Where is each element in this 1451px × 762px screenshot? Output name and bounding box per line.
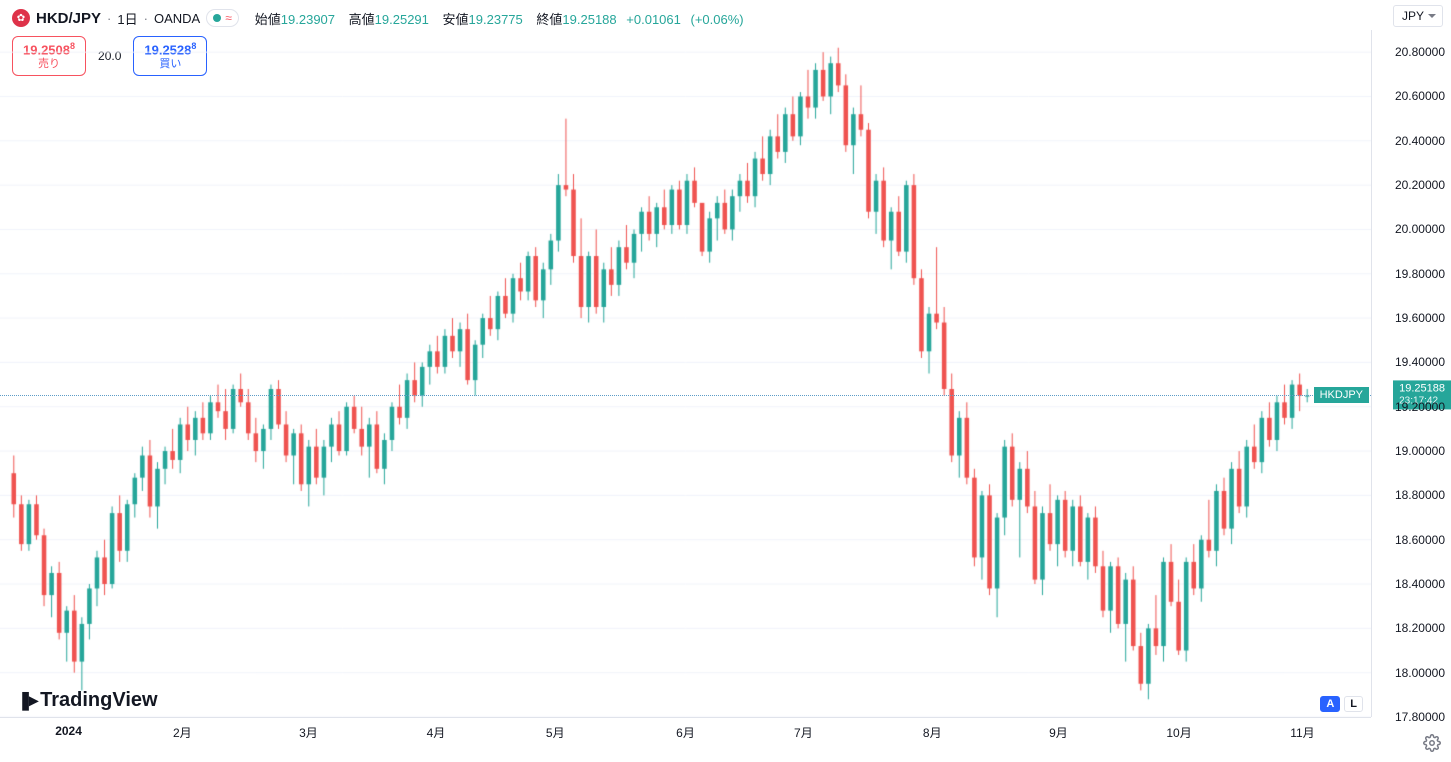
separator: ·: [144, 11, 148, 26]
separator: ·: [107, 11, 111, 26]
symbol-price-tag: HKDJPY: [1314, 387, 1369, 403]
current-price-line: [0, 395, 1371, 396]
symbol-icon: ✿: [12, 9, 30, 27]
chart-header: ✿ HKD/JPY · 1日 · OANDA ≈ 始値19.23907 高値19…: [12, 8, 1361, 28]
interval[interactable]: 1日: [117, 9, 137, 28]
market-status: ≈: [206, 9, 239, 27]
provider: OANDA: [154, 11, 200, 26]
currency-selector[interactable]: JPY: [1393, 5, 1443, 27]
time-axis[interactable]: 20242月3月4月5月6月7月8月9月10月11月: [0, 717, 1371, 762]
chart-canvas-area[interactable]: HKDJPY: [0, 30, 1371, 717]
scale-toggles: A L: [1320, 696, 1363, 712]
ohlc-display: 始値19.23907 高値19.25291 安値19.23775 終値19.25…: [245, 9, 744, 28]
symbol-name[interactable]: HKD/JPY: [36, 10, 101, 27]
status-dot-icon: [213, 14, 221, 22]
price-axis[interactable]: 19.25188 23:17:42 17.8000018.0000018.200…: [1371, 30, 1451, 717]
log-scale-toggle[interactable]: L: [1344, 696, 1363, 712]
settings-icon[interactable]: [1423, 734, 1441, 752]
logo-icon: ❚▸: [18, 690, 34, 711]
auto-scale-toggle[interactable]: A: [1320, 696, 1340, 712]
status-wave-icon: ≈: [225, 11, 232, 25]
tradingview-logo[interactable]: ❚▸ TradingView: [18, 689, 158, 712]
